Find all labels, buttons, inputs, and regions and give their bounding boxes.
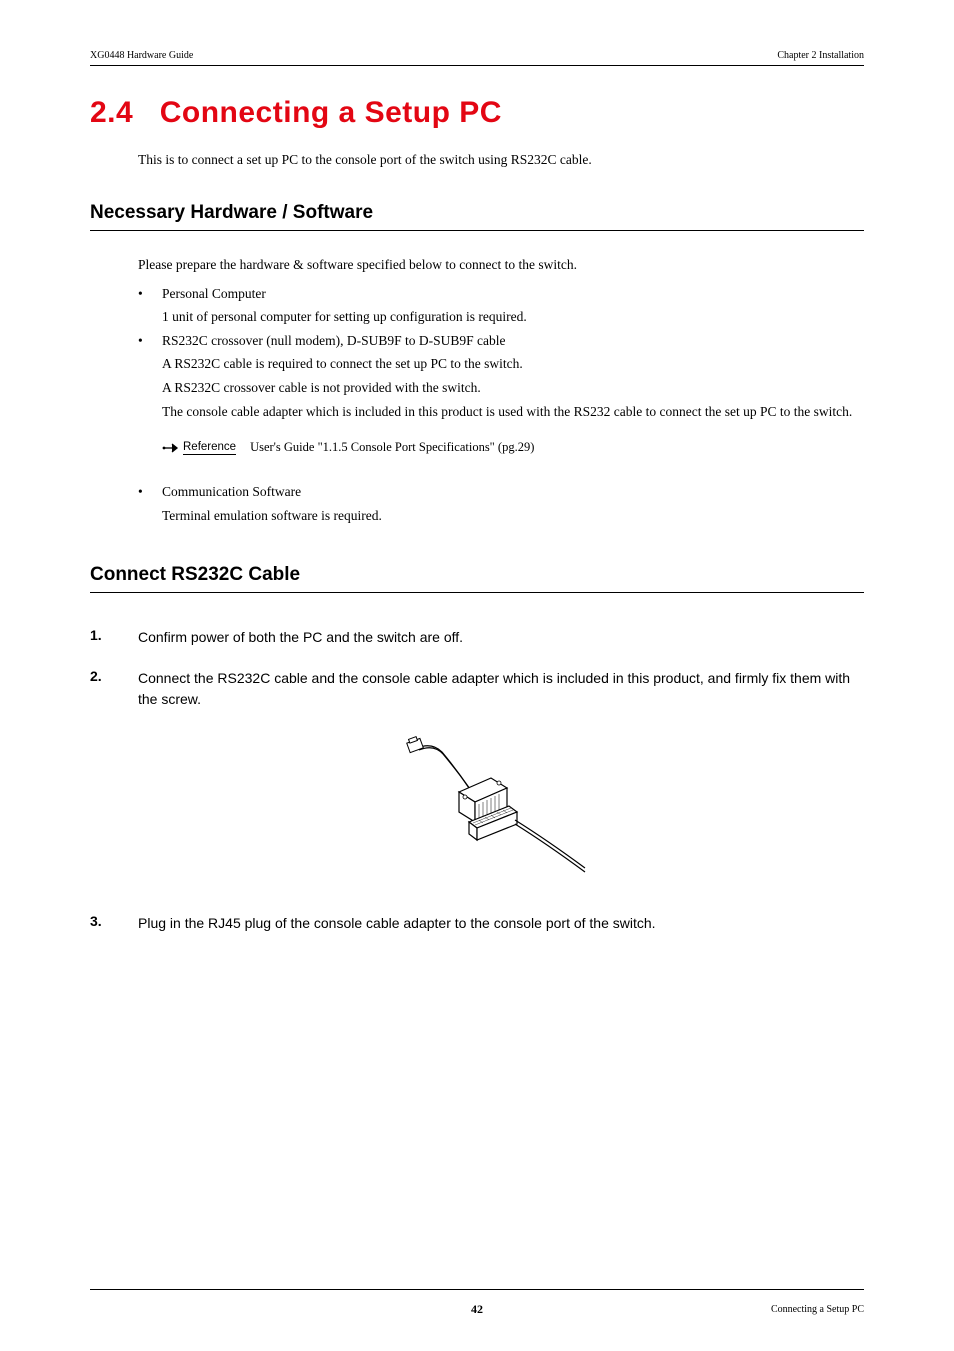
subsection-connect-title: Connect RS232C Cable xyxy=(90,564,864,586)
step-item: 3. Plug in the RJ45 plug of the console … xyxy=(90,913,864,934)
subsection-hardware-title: Necessary Hardware / Software xyxy=(90,202,864,224)
page-number: 42 xyxy=(471,1302,483,1317)
bullet-head: Communication Software xyxy=(162,481,864,503)
subsection1-lead: Please prepare the hardware & software s… xyxy=(138,255,864,275)
bullet-line: A RS232C cable is required to connect th… xyxy=(162,353,864,375)
step-number: 3. xyxy=(90,913,138,934)
section-number: 2.4 xyxy=(90,96,133,129)
bullet-content: Personal Computer 1 unit of personal com… xyxy=(162,283,864,330)
section-title: 2.4 Connecting a Setup PC xyxy=(90,96,864,130)
bullet-mark: • xyxy=(138,283,162,330)
header-divider xyxy=(90,65,864,66)
reference-label: Reference xyxy=(183,441,236,455)
bullet-item: • Personal Computer 1 unit of personal c… xyxy=(138,283,864,330)
reference-arrow-icon xyxy=(162,443,180,453)
bullet-line: Terminal emulation software is required. xyxy=(162,505,864,527)
step-text: Confirm power of both the PC and the swi… xyxy=(138,627,864,648)
bullet-line: The console cable adapter which is inclu… xyxy=(162,401,864,423)
header-right: Chapter 2 Installation xyxy=(777,50,864,61)
bullet-head: Personal Computer xyxy=(162,283,864,305)
bullet-content: RS232C crossover (null modem), D-SUB9F t… xyxy=(162,330,864,424)
header-left: XG0448 Hardware Guide xyxy=(90,50,193,61)
step-item: 2. Connect the RS232C cable and the cons… xyxy=(90,668,864,710)
reference-block: Reference User's Guide "1.1.5 Console Po… xyxy=(162,440,864,455)
step-number: 2. xyxy=(90,668,138,710)
footer-right: Connecting a Setup PC xyxy=(771,1304,864,1315)
bullet-content: Communication Software Terminal emulatio… xyxy=(162,481,864,528)
bullet-head: RS232C crossover (null modem), D-SUB9F t… xyxy=(162,330,864,352)
bullet-line: A RS232C crossover cable is not provided… xyxy=(162,377,864,399)
section-name: Connecting a Setup PC xyxy=(160,96,502,129)
bullet-item: • Communication Software Terminal emulat… xyxy=(138,481,864,528)
step-text: Plug in the RJ45 plug of the console cab… xyxy=(138,913,864,934)
bullet-mark: • xyxy=(138,330,162,424)
reference-text: User's Guide "1.1.5 Console Port Specifi… xyxy=(250,440,534,455)
step-item: 1. Confirm power of both the PC and the … xyxy=(90,627,864,648)
bullet-line: 1 unit of personal computer for setting … xyxy=(162,306,864,328)
page-footer: 42 Connecting a Setup PC xyxy=(90,1289,864,1315)
bullet-item: • RS232C crossover (null modem), D-SUB9F… xyxy=(138,330,864,424)
subsection-divider xyxy=(90,592,864,593)
step-number: 1. xyxy=(90,627,138,648)
subsection-divider xyxy=(90,230,864,231)
section-intro: This is to connect a set up PC to the co… xyxy=(138,152,864,168)
page-header: XG0448 Hardware Guide Chapter 2 Installa… xyxy=(90,50,864,61)
cable-adapter-figure xyxy=(90,730,864,885)
step-text: Connect the RS232C cable and the console… xyxy=(138,668,864,710)
bullet-mark: • xyxy=(138,481,162,528)
